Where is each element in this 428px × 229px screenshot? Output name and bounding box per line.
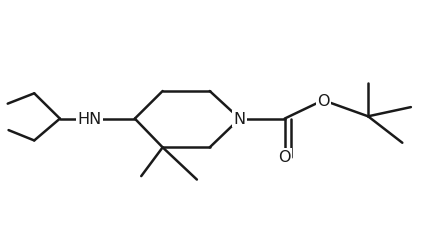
- Text: HN: HN: [78, 112, 102, 127]
- Text: O: O: [317, 93, 330, 108]
- Text: N: N: [234, 112, 246, 127]
- Text: O: O: [278, 149, 291, 164]
